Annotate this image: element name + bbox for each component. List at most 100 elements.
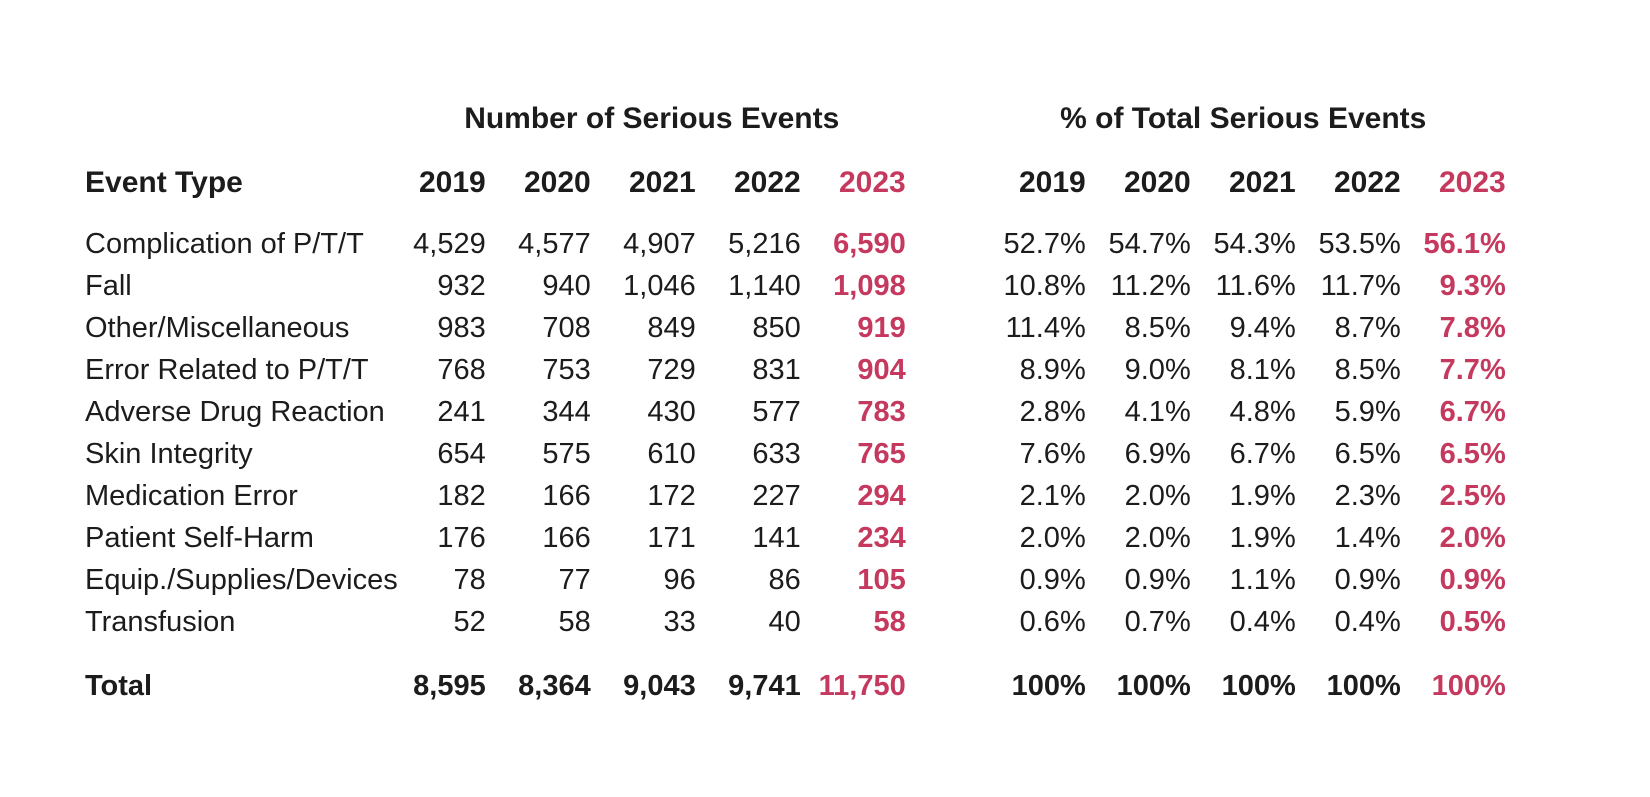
year-header: 2022 <box>733 166 801 199</box>
year-header-2023: 2023 <box>838 166 906 199</box>
count-cell-2023: 765 <box>857 438 906 470</box>
column-spacer <box>906 223 981 265</box>
column-spacer <box>906 143 981 223</box>
count-cell: 729 <box>647 354 696 386</box>
percent-cell: 8.5% <box>1124 312 1191 344</box>
percent-cell-2023: 6.5% <box>1439 438 1506 470</box>
table-row: Medication Error 182 166 172 227 294 2.1… <box>85 475 1506 517</box>
count-cell: 344 <box>542 396 591 428</box>
count-cell: 86 <box>768 564 801 596</box>
percent-cell: 0.9% <box>1334 564 1401 596</box>
count-cell: 171 <box>647 522 696 554</box>
percent-cell: 0.4% <box>1229 606 1296 638</box>
count-cell: 4,907 <box>623 228 696 260</box>
row-label: Equip./Supplies/Devices <box>85 564 398 596</box>
count-cell: 40 <box>768 606 801 638</box>
column-spacer <box>906 349 981 391</box>
count-cell: 96 <box>663 564 696 596</box>
count-cell: 768 <box>437 354 486 386</box>
count-cell: 849 <box>647 312 696 344</box>
count-cell: 77 <box>558 564 591 596</box>
corner-cell <box>85 95 398 143</box>
total-percent-cell: 100% <box>1011 670 1086 702</box>
percent-cell-2023: 2.0% <box>1439 522 1506 554</box>
count-cell: 58 <box>558 606 591 638</box>
total-count-cell: 9,043 <box>623 670 696 702</box>
percent-cell: 2.0% <box>1124 480 1191 512</box>
percent-cell: 0.9% <box>1124 564 1191 596</box>
percent-cell: 54.3% <box>1213 228 1296 260</box>
count-cell-2023: 783 <box>857 396 906 428</box>
count-cell: 753 <box>542 354 591 386</box>
total-count-cell-2023: 11,750 <box>818 670 906 702</box>
percent-cell-2023: 56.1% <box>1423 228 1506 260</box>
count-cell: 1,046 <box>623 270 696 302</box>
percent-cell: 6.7% <box>1229 438 1296 470</box>
percent-cell: 5.9% <box>1334 396 1401 428</box>
row-label: Fall <box>85 270 132 302</box>
count-cell: 227 <box>752 480 801 512</box>
group-title-counts: Number of Serious Events <box>464 102 840 135</box>
percent-cell: 2.3% <box>1334 480 1401 512</box>
count-cell: 633 <box>752 438 801 470</box>
percent-cell: 11.2% <box>1110 270 1191 302</box>
row-label: Other/Miscellaneous <box>85 312 350 344</box>
serious-events-table: Number of Serious Events % of Total Seri… <box>85 95 1506 707</box>
year-header: 2021 <box>1228 166 1296 199</box>
count-cell-2023: 904 <box>857 354 906 386</box>
count-cell: 940 <box>542 270 591 302</box>
percent-cell: 11.7% <box>1320 270 1401 302</box>
row-label: Error Related to P/T/T <box>85 354 369 386</box>
row-label: Medication Error <box>85 480 298 512</box>
percent-cell: 10.8% <box>1003 270 1086 302</box>
count-cell: 575 <box>542 438 591 470</box>
year-header: 2019 <box>1018 166 1086 199</box>
percent-cell: 0.6% <box>1019 606 1086 638</box>
count-cell-2023: 6,590 <box>833 228 906 260</box>
count-cell: 33 <box>663 606 696 638</box>
percent-cell-2023: 2.5% <box>1439 480 1506 512</box>
percent-cell: 2.0% <box>1124 522 1191 554</box>
total-row: Total 8,595 8,364 9,043 9,741 11,750 100… <box>85 643 1506 707</box>
total-count-cell: 9,741 <box>728 670 801 702</box>
percent-cell: 4.8% <box>1229 396 1296 428</box>
count-cell-2023: 1,098 <box>833 270 906 302</box>
count-cell: 172 <box>647 480 696 512</box>
column-spacer <box>906 475 981 517</box>
total-count-cell: 8,595 <box>413 670 486 702</box>
row-label: Adverse Drug Reaction <box>85 396 385 428</box>
percent-cell: 1.9% <box>1229 522 1296 554</box>
group-title-percents: % of Total Serious Events <box>1060 102 1427 135</box>
count-cell: 983 <box>437 312 486 344</box>
count-cell: 5,216 <box>728 228 801 260</box>
column-spacer <box>906 643 981 707</box>
count-cell: 241 <box>437 396 486 428</box>
percent-cell: 9.0% <box>1124 354 1191 386</box>
percent-cell-2023: 0.9% <box>1439 564 1506 596</box>
percent-cell: 54.7% <box>1108 228 1191 260</box>
percent-cell: 2.1% <box>1019 480 1086 512</box>
count-cell-2023: 234 <box>857 522 906 554</box>
table-row: Fall 932 940 1,046 1,140 1,098 10.8% 11.… <box>85 265 1506 307</box>
column-spacer <box>906 265 981 307</box>
percent-cell: 1.9% <box>1229 480 1296 512</box>
count-cell: 850 <box>752 312 801 344</box>
event-type-header: Event Type <box>85 166 243 199</box>
group-header-row: Number of Serious Events % of Total Seri… <box>85 95 1506 143</box>
count-cell: 176 <box>437 522 486 554</box>
column-spacer <box>906 95 981 143</box>
count-cell: 52 <box>453 606 486 638</box>
table-row: Complication of P/T/T 4,529 4,577 4,907 … <box>85 223 1506 265</box>
row-label: Transfusion <box>85 606 236 638</box>
column-spacer <box>906 307 981 349</box>
percent-cell: 53.5% <box>1318 228 1401 260</box>
count-cell: 708 <box>542 312 591 344</box>
count-cell: 182 <box>437 480 486 512</box>
count-cell: 932 <box>437 270 486 302</box>
count-cell-2023: 294 <box>857 480 906 512</box>
column-spacer <box>906 517 981 559</box>
percent-cell-2023: 9.3% <box>1439 270 1506 302</box>
percent-cell: 1.4% <box>1334 522 1401 554</box>
count-cell: 78 <box>453 564 486 596</box>
count-cell: 430 <box>647 396 696 428</box>
